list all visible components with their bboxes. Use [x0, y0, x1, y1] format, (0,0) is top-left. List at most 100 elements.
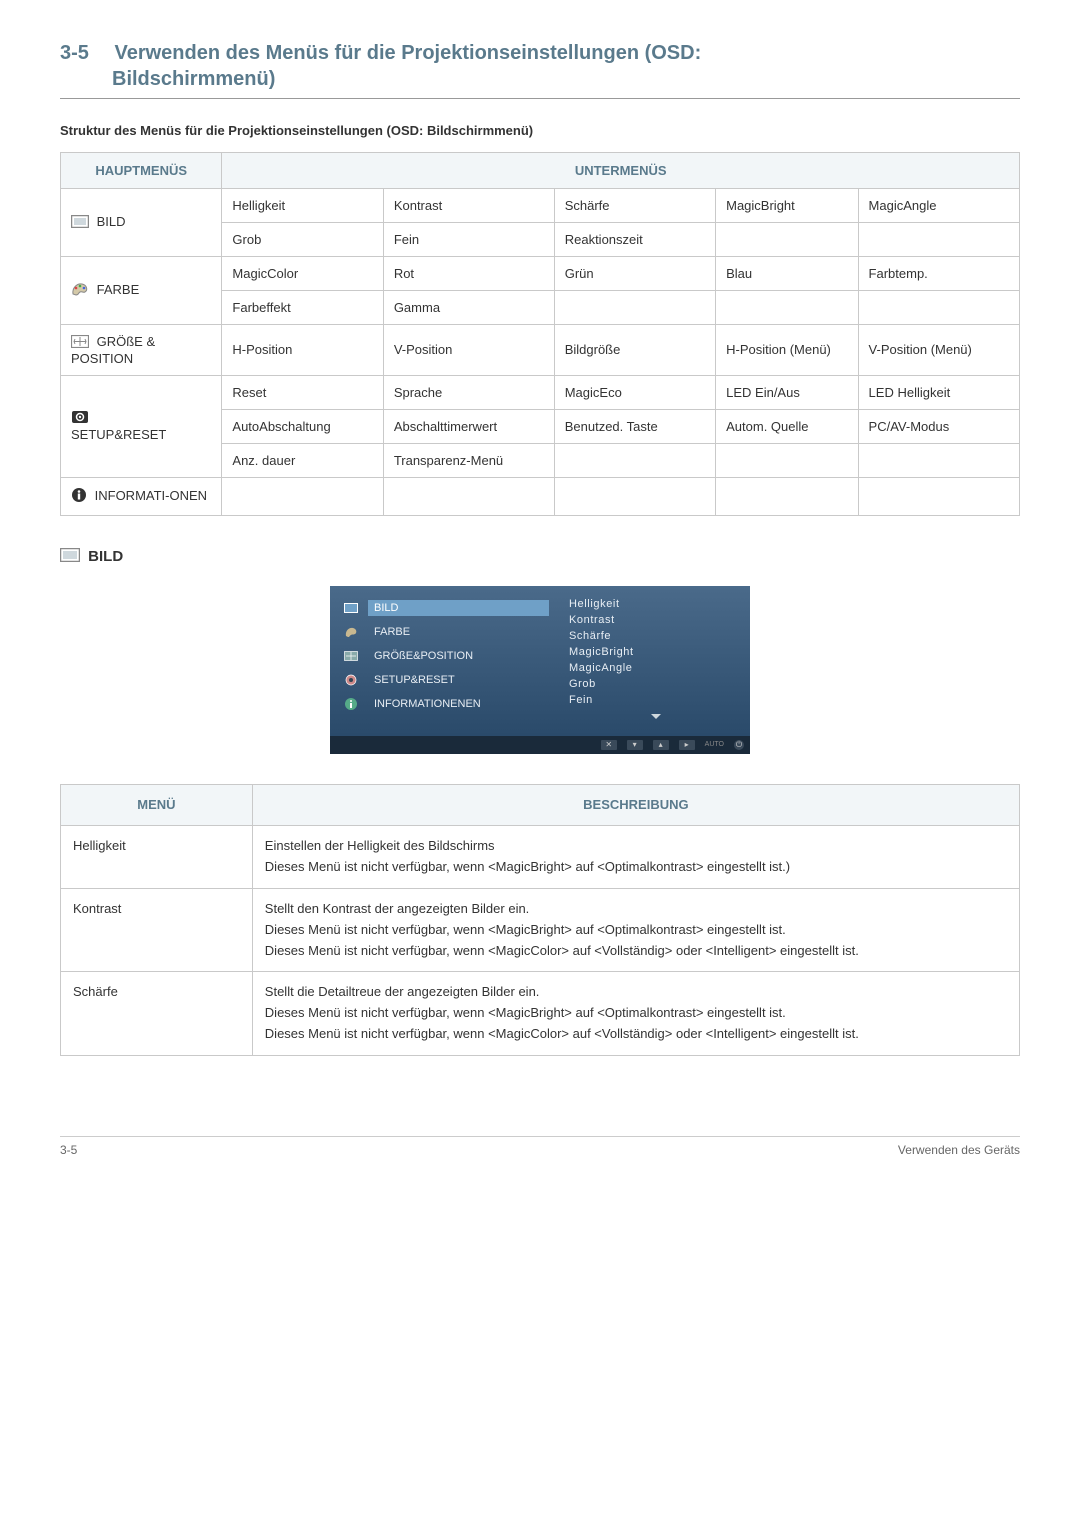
section-bild-title: BILD	[60, 548, 1020, 566]
cell: MagicBright	[716, 189, 858, 223]
struct-subheading: Struktur des Menüs für die Projektionsei…	[60, 123, 1020, 138]
osd-label: INFORMATIONENEN	[368, 696, 549, 712]
cell	[554, 291, 715, 325]
cell: AutoAbschaltung	[222, 409, 383, 443]
desc-line: Einstellen der Helligkeit des Bildschirm…	[265, 836, 1007, 857]
cell: Fein	[383, 223, 554, 257]
table-row: Schärfe Stellt die Detailtreue der angez…	[61, 972, 1020, 1055]
desc-cell: Einstellen der Helligkeit des Bildschirm…	[252, 826, 1019, 889]
desc-line: Dieses Menü ist nicht verfügbar, wenn <M…	[265, 1003, 1007, 1024]
info-icon	[71, 487, 87, 506]
bild-icon	[342, 601, 360, 615]
chevron-down-icon: ▾	[627, 740, 643, 750]
footer-page-number: 3-5	[60, 1143, 77, 1157]
cell: LED Ein/Aus	[716, 375, 858, 409]
table-row: SETUP&RESET Reset Sprache MagicEco LED E…	[61, 375, 1020, 409]
cell: Transparenz-Menü	[383, 443, 554, 477]
cell: H-Position (Menü)	[716, 325, 858, 376]
osd-subitem: Grob	[561, 676, 750, 692]
section-number: 3-5	[60, 40, 89, 66]
cell: Sprache	[383, 375, 554, 409]
cell	[858, 477, 1019, 515]
section-bild-label: BILD	[88, 548, 123, 565]
cell: V-Position	[383, 325, 554, 376]
desc-line: Dieses Menü ist nicht verfügbar, wenn <M…	[265, 857, 1007, 878]
cell: Anz. dauer	[222, 443, 383, 477]
main-info: INFORMATI-ONEN	[61, 477, 222, 515]
main-farbe-label: FARBE	[97, 282, 140, 297]
desc-line: Dieses Menü ist nicht verfügbar, wenn <M…	[265, 1024, 1007, 1045]
cell	[858, 223, 1019, 257]
cell	[716, 291, 858, 325]
page-footer: 3-5 Verwenden des Geräts	[60, 1136, 1020, 1157]
cell: Autom. Quelle	[716, 409, 858, 443]
grosse-icon	[342, 649, 360, 663]
table-row: FARBE MagicColor Rot Grün Blau Farbtemp.	[61, 257, 1020, 291]
cell: Farbtemp.	[858, 257, 1019, 291]
close-icon: ✕	[601, 740, 617, 750]
cell	[716, 443, 858, 477]
table-row: Helligkeit Einstellen der Helligkeit des…	[61, 826, 1020, 889]
osd-subitem: MagicAngle	[561, 660, 750, 676]
main-farbe: FARBE	[61, 257, 222, 325]
heading-divider	[60, 98, 1020, 99]
table-row: INFORMATI-ONEN	[61, 477, 1020, 515]
section-title-line1: Verwenden des Menüs für die Projektionse…	[114, 42, 701, 64]
bild-icon	[71, 215, 89, 231]
cell	[554, 443, 715, 477]
cell: Grün	[554, 257, 715, 291]
main-grosse: GRÖßE & POSITION	[61, 325, 222, 376]
osd-subitem: Helligkeit	[561, 596, 750, 612]
cell: Helligkeit	[222, 189, 383, 223]
osd-subitem: Kontrast	[561, 612, 750, 628]
cell: Rot	[383, 257, 554, 291]
osd-item-setup: SETUP&RESET	[330, 668, 561, 692]
cell: Reset	[222, 375, 383, 409]
table-row: Kontrast Stellt den Kontrast der angezei…	[61, 888, 1020, 971]
osd-item-farbe: FARBE	[330, 620, 561, 644]
bild-section-icon	[60, 548, 80, 566]
desc-table: MENÜ BESCHREIBUNG Helligkeit Einstellen …	[60, 784, 1020, 1056]
farbe-icon	[71, 282, 89, 299]
footer-section-name: Verwenden des Geräts	[898, 1143, 1020, 1157]
cell	[858, 443, 1019, 477]
cell: Benutzed. Taste	[554, 409, 715, 443]
main-bild-label: BILD	[97, 214, 126, 229]
cell: Reaktionszeit	[554, 223, 715, 257]
menu-cell: Schärfe	[61, 972, 253, 1055]
cell: Bildgröße	[554, 325, 715, 376]
osd-right-submenu: Helligkeit Kontrast Schärfe MagicBright …	[561, 586, 750, 736]
cell: H-Position	[222, 325, 383, 376]
osd-label: BILD	[368, 600, 549, 616]
desc-line: Dieses Menü ist nicht verfügbar, wenn <M…	[265, 920, 1007, 941]
menu-cell: Kontrast	[61, 888, 253, 971]
cell: Grob	[222, 223, 383, 257]
cell: Blau	[716, 257, 858, 291]
chevron-right-icon: ▸	[679, 740, 695, 750]
chevron-up-icon: ▴	[653, 740, 669, 750]
cell: MagicColor	[222, 257, 383, 291]
osd-screenshot: BILD FARBE GRÖßE&POSITION SETUP&RESET IN…	[330, 586, 750, 754]
cell: MagicAngle	[858, 189, 1019, 223]
desc-cell: Stellt die Detailtreue der angezeigten B…	[252, 972, 1019, 1055]
cell: Abschalttimerwert	[383, 409, 554, 443]
menu-cell: Helligkeit	[61, 826, 253, 889]
desc-line: Stellt den Kontrast der angezeigten Bild…	[265, 899, 1007, 920]
header-menu: MENÜ	[61, 784, 253, 826]
cell: Schärfe	[554, 189, 715, 223]
osd-subitem: Fein	[561, 692, 750, 708]
cell: Kontrast	[383, 189, 554, 223]
osd-subitem: Schärfe	[561, 628, 750, 644]
cell	[716, 477, 858, 515]
osd-left-menu: BILD FARBE GRÖßE&POSITION SETUP&RESET IN…	[330, 586, 561, 736]
osd-label: GRÖßE&POSITION	[368, 648, 549, 664]
section-title-line2: Bildschirmmenü)	[112, 68, 275, 90]
header-hauptmenus: HAUPTMENÜS	[61, 153, 222, 189]
cell: Farbeffekt	[222, 291, 383, 325]
info-icon	[342, 697, 360, 711]
cell	[554, 477, 715, 515]
grosse-icon	[71, 335, 89, 351]
desc-cell: Stellt den Kontrast der angezeigten Bild…	[252, 888, 1019, 971]
desc-line: Stellt die Detailtreue der angezeigten B…	[265, 982, 1007, 1003]
struct-table: HAUPTMENÜS UNTERMENÜS BILD Helligkeit Ko…	[60, 152, 1020, 516]
